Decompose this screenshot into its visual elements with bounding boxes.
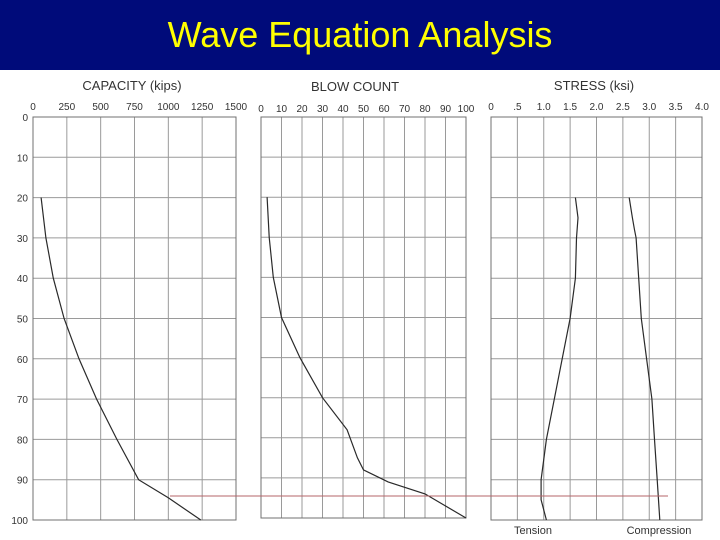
y-tick-label: 70 <box>17 395 29 406</box>
x-tick-label: 0 <box>488 102 494 113</box>
slide-title: Wave Equation Analysis <box>167 14 553 55</box>
y-tick-label: 20 <box>17 194 29 205</box>
x-tick-label: 2.0 <box>590 102 604 113</box>
x-tick-label: 60 <box>378 104 390 115</box>
x-tick-label: 1000 <box>157 102 180 113</box>
x-tick-label: 0 <box>30 102 36 113</box>
x-tick-label: 90 <box>440 104 452 115</box>
x-tick-label: 750 <box>126 102 143 113</box>
stress-chart: STRESS (ksi) 0 .5 1.0 1.5 2.0 2.5 3.0 3.5 4.0 Tens… <box>488 78 709 537</box>
chart-title: STRESS (ksi) <box>554 78 634 93</box>
y-tick-label: 40 <box>17 274 29 285</box>
series-line-tension <box>540 197 579 521</box>
x-tick-label: 50 <box>358 104 370 115</box>
plot-frame <box>32 116 237 521</box>
bottom-label: Tension <box>514 525 552 537</box>
x-tick-label: 40 <box>337 104 349 115</box>
series-line-0 <box>40 197 202 521</box>
plot-frame <box>490 116 703 521</box>
x-tick-label: .5 <box>513 102 522 113</box>
x-tick-label: 80 <box>419 104 431 115</box>
chart-title: CAPACITY (kips) <box>82 78 181 93</box>
x-tick-label: 4.0 <box>695 102 709 113</box>
series-line-0 <box>266 197 467 519</box>
y-tick-label: 90 <box>17 476 29 487</box>
y-tick-label: 50 <box>17 315 29 326</box>
x-tick-label: 3.0 <box>642 102 656 113</box>
plot-frame <box>260 116 467 519</box>
y-tick-label: 60 <box>17 355 29 366</box>
x-tick-label: 20 <box>296 104 308 115</box>
y-tick-label: 100 <box>11 516 28 527</box>
x-tick-label: 100 <box>458 104 475 115</box>
x-tick-label: 1500 <box>225 102 248 113</box>
x-tick-label: 1.5 <box>563 102 577 113</box>
y-tick-label: 0 <box>22 113 28 124</box>
series-line-compression <box>628 197 661 521</box>
x-tick-label: 0 <box>258 104 264 115</box>
x-tick-label: 3.5 <box>669 102 683 113</box>
x-tick-label: 10 <box>276 104 288 115</box>
x-tick-label: 70 <box>399 104 411 115</box>
y-tick-label: 10 <box>17 153 29 164</box>
x-tick-label: 1.0 <box>537 102 551 113</box>
title-bar: Wave Equation Analysis <box>0 0 720 70</box>
x-tick-label: 250 <box>58 102 75 113</box>
chart-title: BLOW COUNT <box>311 79 399 94</box>
x-tick-label: 2.5 <box>616 102 630 113</box>
y-tick-label: 30 <box>17 234 29 245</box>
bottom-label: Compression <box>627 525 692 537</box>
x-tick-label: 30 <box>317 104 329 115</box>
capacity-chart: CAPACITY (kips) 0 250 500 750 1000 1250 1500 0 10… <box>11 78 247 527</box>
charts-area: CAPACITY (kips)0 250 500 750 1000 1250 1500010… <box>11 78 709 537</box>
y-tick-label: 80 <box>17 435 29 446</box>
x-tick-label: 500 <box>92 102 109 113</box>
x-tick-label: 1250 <box>191 102 214 113</box>
blow-count-chart: BLOW COUNT 0 10 20 30 40 50 60 70 80 90 100 <box>258 79 475 519</box>
